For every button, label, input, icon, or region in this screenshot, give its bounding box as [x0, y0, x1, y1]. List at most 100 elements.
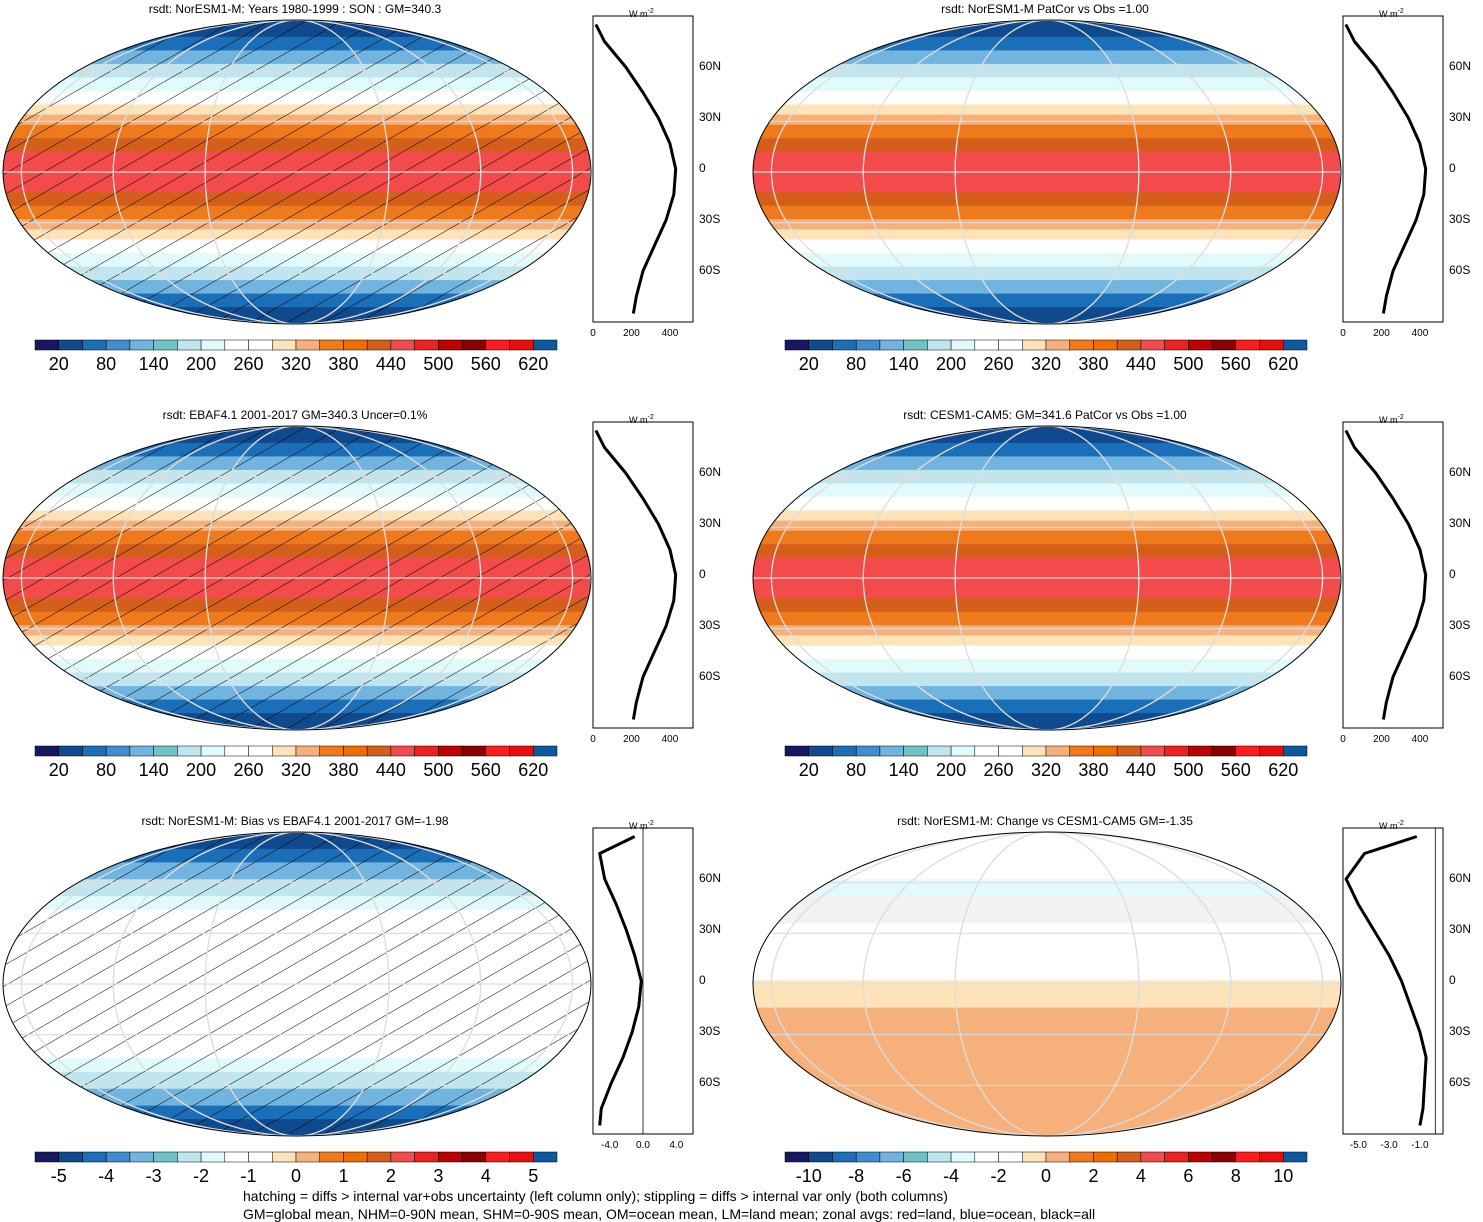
band	[753, 33, 1340, 38]
band	[753, 601, 1340, 606]
band	[753, 859, 1340, 863]
band	[753, 453, 1340, 457]
band	[753, 632, 1340, 637]
band	[753, 463, 1340, 468]
colorbar-swatch	[153, 745, 178, 757]
band	[753, 940, 1340, 945]
band	[753, 672, 1340, 677]
band	[753, 1038, 1340, 1043]
lat-tick-label: 30S	[699, 212, 721, 226]
band	[753, 1075, 1340, 1080]
colorbar-swatch	[784, 745, 809, 757]
colorbar-label: 4	[480, 1166, 491, 1186]
zonal-x-tick-label: 400	[1411, 734, 1429, 745]
zonal-x-tick-label: 0	[590, 734, 596, 745]
colorbar-swatch	[1211, 745, 1237, 757]
zonal-line	[598, 835, 643, 1126]
band	[753, 588, 1340, 593]
band	[753, 436, 1340, 441]
colorbar-swatch	[1164, 339, 1189, 351]
band	[753, 286, 1340, 291]
band	[753, 675, 1340, 680]
zonal-unit-sup: -2	[1397, 820, 1404, 827]
band	[753, 561, 1340, 566]
band	[753, 936, 1340, 941]
band	[753, 317, 1340, 322]
colorbar	[34, 1151, 558, 1163]
band	[753, 842, 1340, 847]
colorbar-label: 620	[1268, 354, 1299, 374]
band	[753, 222, 1340, 227]
lat-tick-label: 30S	[1449, 1024, 1471, 1038]
colorbar-swatch	[366, 745, 392, 757]
band	[753, 1034, 1340, 1039]
band	[753, 591, 1340, 596]
band	[753, 141, 1340, 146]
band	[753, 547, 1340, 552]
colorbar-swatch	[1259, 745, 1284, 757]
panel-title: rsdt: EBAF4.1 2001-2017 GM=340.3 Uncer=0…	[162, 408, 428, 422]
band	[753, 178, 1340, 183]
colorbar-label: 20	[48, 760, 69, 780]
band	[753, 574, 1340, 579]
band	[753, 520, 1340, 525]
band	[753, 199, 1340, 203]
colorbar-label: 80	[846, 760, 867, 780]
band	[753, 544, 1340, 549]
band	[753, 307, 1340, 312]
colorbar-swatch	[832, 339, 857, 351]
band	[753, 699, 1340, 704]
colorbar-swatch	[485, 1151, 510, 1163]
colorbar-swatch	[832, 745, 857, 757]
band	[753, 902, 1340, 907]
colorbar-swatch	[879, 339, 904, 351]
colorbar-label: 20	[48, 354, 69, 374]
band	[753, 929, 1340, 934]
colorbar	[784, 1151, 1308, 1163]
band	[753, 594, 1340, 599]
lat-tick-label: 60N	[699, 59, 722, 73]
band	[753, 263, 1340, 268]
colorbar-swatch	[808, 339, 833, 351]
band	[753, 202, 1340, 207]
band	[753, 1085, 1340, 1090]
colorbar-label: 4	[1135, 1166, 1146, 1186]
band	[753, 429, 1340, 434]
colorbar-swatch	[1022, 745, 1047, 757]
map-plot	[2, 425, 592, 731]
colorbar-swatch	[1188, 745, 1213, 757]
band	[753, 74, 1340, 79]
band	[753, 256, 1340, 261]
band	[753, 276, 1340, 281]
zonal-line	[1344, 429, 1428, 720]
colorbar-swatch	[248, 1151, 273, 1163]
band	[753, 1068, 1340, 1073]
colorbar-swatch	[390, 339, 415, 351]
band	[753, 226, 1340, 231]
zonal-x-tick-label: 0	[1340, 328, 1346, 339]
colorbar-swatch	[438, 1151, 463, 1163]
zonal-plot	[1342, 421, 1444, 729]
band	[753, 101, 1340, 106]
band	[753, 144, 1340, 149]
colorbar-swatch	[1069, 745, 1094, 757]
band	[753, 1105, 1340, 1110]
band	[753, 185, 1340, 190]
band	[753, 852, 1340, 857]
colorbar-label: 140	[138, 354, 169, 374]
band	[753, 848, 1340, 853]
colorbar-swatch	[927, 339, 952, 351]
zonal-unit: W m-2	[629, 820, 654, 831]
band	[753, 236, 1340, 241]
colorbar-swatch	[927, 1151, 952, 1163]
colorbar-label: -2	[193, 1166, 210, 1186]
colorbar-swatch	[319, 1151, 344, 1163]
band	[753, 665, 1340, 670]
band	[753, 23, 1340, 28]
colorbar-swatch	[950, 339, 976, 351]
band	[753, 899, 1340, 904]
band	[753, 155, 1340, 160]
colorbar-swatch	[974, 1151, 999, 1163]
colorbar-label: 440	[375, 760, 406, 780]
map-plot	[752, 425, 1342, 731]
